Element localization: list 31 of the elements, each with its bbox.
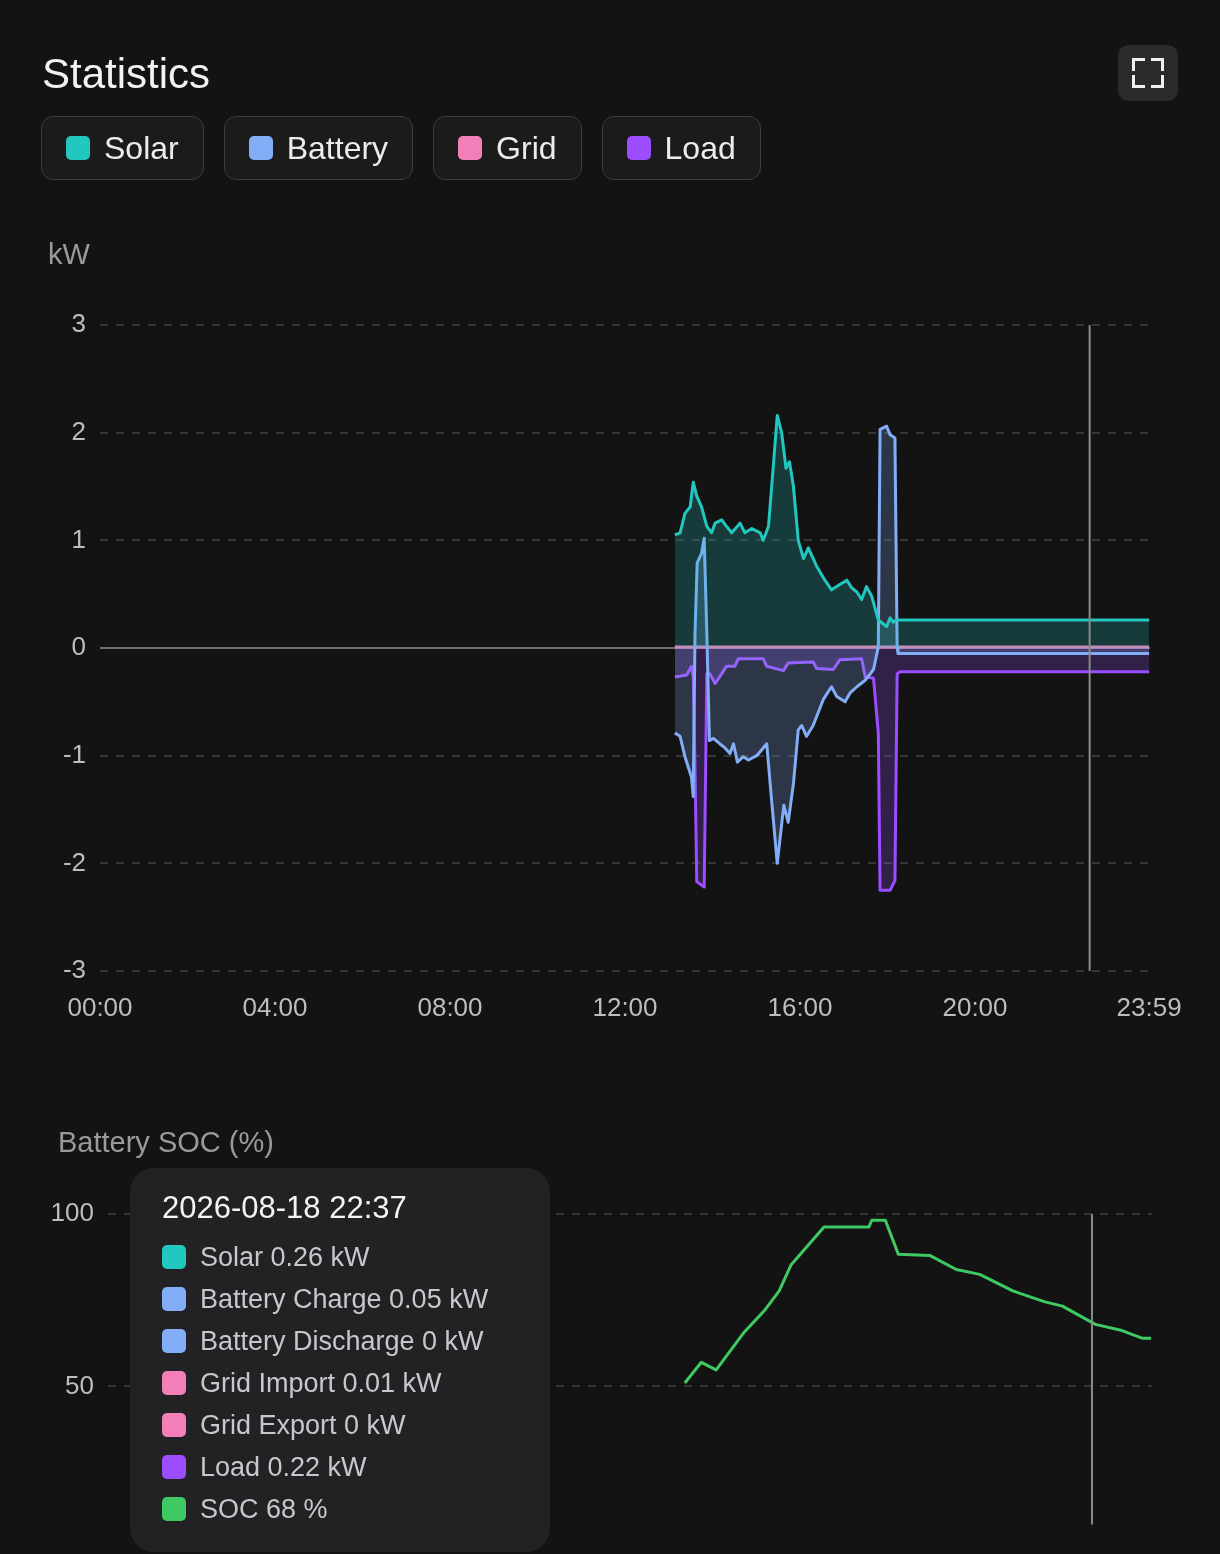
annotation: Solar 0.26 kW — [200, 1241, 370, 1273]
y-tick-label: 50 — [65, 1369, 94, 1400]
x-tick-label: 04:00 — [242, 991, 308, 1022]
legend-label: Grid — [496, 129, 557, 167]
x-tick-label: 12:00 — [592, 991, 658, 1022]
annotation: Battery Discharge 0 kW — [200, 1325, 484, 1357]
annotation: SOC 68 % — [200, 1493, 328, 1525]
annotation: Load 0.22 kW — [200, 1451, 367, 1483]
y-tick-label: -3 — [62, 954, 86, 985]
x-tick-label: 08:00 — [417, 991, 483, 1022]
legend-label: Solar — [104, 129, 179, 167]
legend-label: Battery — [286, 129, 389, 167]
x-tick-label: 00:00 — [67, 991, 133, 1022]
y-tick-label: 3 — [71, 308, 86, 339]
y-tick-label: 2 — [71, 415, 86, 446]
y-tick-label: -1 — [62, 738, 86, 769]
y-tick-label: 100 — [50, 1197, 94, 1228]
y-tick-label: 0 — [71, 631, 86, 662]
chart-title: Statistics — [42, 50, 211, 98]
y-axis-title: kW — [48, 238, 90, 271]
x-tick-label: 23:59 — [1116, 991, 1182, 1022]
y-tick-label: -2 — [62, 846, 86, 877]
x-tick-label: 16:00 — [767, 991, 833, 1022]
legend-label: Load — [664, 129, 736, 167]
annotation: Grid Export 0 kW — [200, 1409, 406, 1441]
y-axis-title: Battery SOC (%) — [58, 1126, 274, 1159]
y-tick-label: 1 — [71, 523, 86, 554]
x-tick-label: 20:00 — [942, 991, 1008, 1022]
annotation: Battery Charge 0.05 kW — [200, 1283, 489, 1315]
annotation: Grid Import 0.01 kW — [200, 1367, 442, 1399]
annotation: 2026-08-18 22:37 — [162, 1190, 408, 1226]
